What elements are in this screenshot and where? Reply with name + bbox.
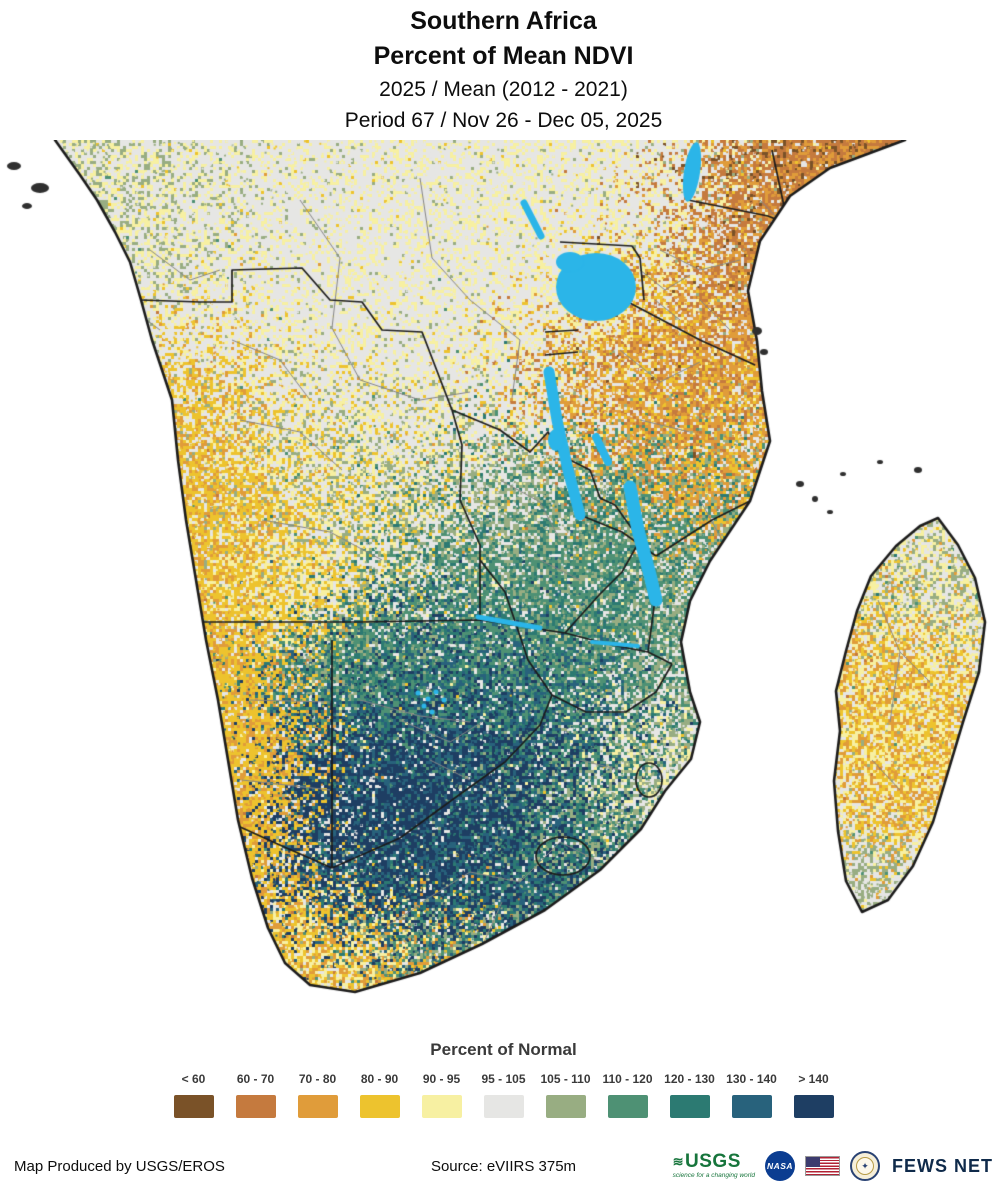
legend-swatch xyxy=(235,1095,276,1118)
legend-label: 120 - 130 xyxy=(664,1072,715,1086)
title-period: Period 67 / Nov 26 - Dec 05, 2025 xyxy=(344,109,663,132)
legend-label: 95 - 105 xyxy=(481,1072,526,1086)
legend-swatch xyxy=(545,1095,586,1118)
legend-swatch xyxy=(793,1095,834,1118)
legend-swatch xyxy=(483,1095,524,1118)
legend-label: < 60 xyxy=(181,1072,206,1086)
fews-net-logo-text: FEWS NET xyxy=(892,1155,993,1176)
legend-class-2: 70 - 80 xyxy=(297,1072,338,1118)
legend-swatch xyxy=(359,1095,400,1118)
map-title-block: Southern Africa Percent of Mean NDVI 202… xyxy=(0,0,1007,140)
usgs-logo-text: USGS xyxy=(685,1151,741,1173)
legend-swatch xyxy=(421,1095,462,1118)
footer-logos: ≋ USGS science for a changing world NASA … xyxy=(673,1151,993,1181)
legend-label: 105 - 110 xyxy=(540,1072,591,1086)
title-comparison: 2025 / Mean (2012 - 2021) xyxy=(379,78,628,101)
legend-class-6: 105 - 110 xyxy=(540,1072,591,1118)
legend-label: 80 - 90 xyxy=(360,1072,399,1086)
state-department-seal-icon: ✦ xyxy=(850,1151,880,1181)
map-canvas xyxy=(0,140,1007,1032)
usgs-wave-icon: ≋ xyxy=(672,1154,685,1170)
nasa-logo: NASA xyxy=(765,1151,795,1181)
us-flag-icon xyxy=(805,1156,840,1176)
produced-by-text: Map Produced by USGS/EROS xyxy=(14,1157,225,1175)
legend-class-0: < 60 xyxy=(173,1072,214,1118)
legend: Percent of Normal < 60 60 - 70 70 - 80 80 -… xyxy=(0,1040,1007,1118)
legend-class-10: > 140 xyxy=(793,1072,834,1118)
footer: Map Produced by USGS/EROS Source: eVIIRS… xyxy=(0,1137,1007,1195)
legend-class-8: 120 - 130 xyxy=(664,1072,715,1118)
title-region: Southern Africa xyxy=(410,7,597,35)
legend-swatch xyxy=(607,1095,648,1118)
legend-label: 60 - 70 xyxy=(236,1072,275,1086)
legend-class-1: 60 - 70 xyxy=(235,1072,276,1118)
legend-label: > 140 xyxy=(798,1072,829,1086)
legend-class-3: 80 - 90 xyxy=(359,1072,400,1118)
legend-class-4: 90 - 95 xyxy=(421,1072,462,1118)
legend-class-7: 110 - 120 xyxy=(602,1072,653,1118)
usgs-logo: ≋ USGS science for a changing world xyxy=(673,1152,755,1180)
legend-title: Percent of Normal xyxy=(430,1040,577,1059)
legend-swatch xyxy=(173,1095,214,1118)
usgs-tagline: science for a changing world xyxy=(672,1172,755,1180)
legend-row: < 60 60 - 70 70 - 80 80 - 90 90 - 95 95 - 105… xyxy=(0,1072,1007,1118)
title-product: Percent of Mean NDVI xyxy=(373,42,634,70)
legend-swatch xyxy=(669,1095,710,1118)
flag-canton xyxy=(806,1157,820,1167)
legend-label: 130 - 140 xyxy=(726,1072,777,1086)
source-text: Source: eVIIRS 375m xyxy=(430,1157,577,1175)
ndvi-map xyxy=(0,140,1007,1032)
legend-swatch xyxy=(731,1095,772,1118)
legend-label: 110 - 120 xyxy=(602,1072,653,1086)
legend-class-9: 130 - 140 xyxy=(726,1072,777,1118)
legend-label: 70 - 80 xyxy=(298,1072,337,1086)
legend-class-5: 95 - 105 xyxy=(481,1072,526,1118)
legend-label: 90 - 95 xyxy=(422,1072,461,1086)
legend-swatch xyxy=(297,1095,338,1118)
